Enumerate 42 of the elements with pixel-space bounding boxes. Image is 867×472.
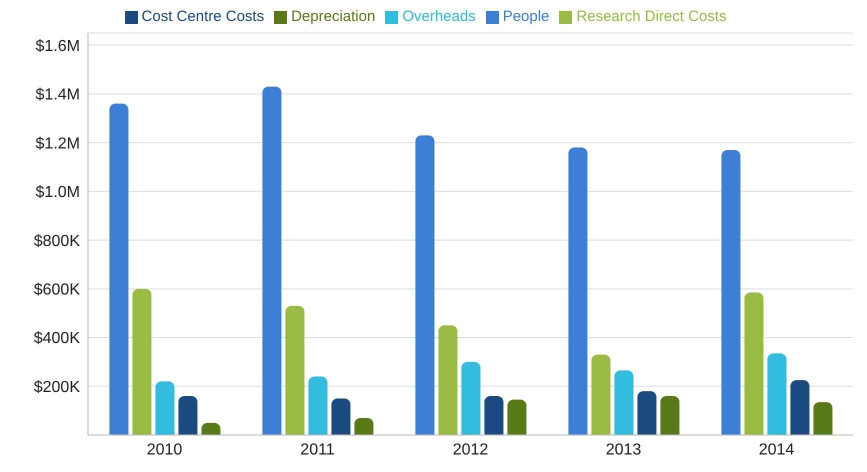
bar	[484, 396, 504, 435]
bar	[767, 353, 786, 435]
x-tick-label: 2010	[146, 441, 182, 458]
y-tick-label: $400K	[34, 330, 80, 348]
bar	[155, 381, 174, 435]
bar	[790, 380, 810, 435]
y-tick-label: $200K	[34, 378, 80, 396]
y-tick-label: $1.6M	[36, 38, 80, 55]
legend-label: Depreciation	[291, 8, 376, 25]
bar	[331, 398, 350, 435]
bar	[132, 288, 152, 435]
x-tick-label: 2014	[758, 441, 794, 458]
bar	[614, 370, 634, 435]
legend-label: People	[502, 8, 550, 25]
bar	[637, 391, 656, 435]
bar	[591, 354, 610, 435]
bar	[109, 104, 128, 435]
legend-label: Overheads	[402, 8, 476, 25]
y-tick-label: $800K	[34, 232, 80, 250]
legend-label: Research Direct Costs	[576, 8, 726, 25]
bar	[285, 306, 304, 435]
bar	[354, 418, 374, 435]
bar	[178, 396, 198, 435]
x-tick-label: 2011	[300, 441, 335, 458]
bar	[438, 325, 458, 435]
bar	[568, 148, 588, 435]
bar	[507, 400, 526, 435]
bar	[308, 376, 328, 435]
x-tick-label: 2013	[606, 441, 642, 458]
bar	[660, 396, 680, 435]
y-tick-label: $1.2M	[36, 135, 80, 152]
legend-label: Cost Centre Costs	[142, 8, 264, 25]
x-tick-label: 2012	[452, 441, 488, 458]
bar	[262, 86, 282, 435]
bar	[744, 292, 764, 435]
bar	[415, 135, 434, 435]
y-tick-label: $600K	[34, 282, 80, 298]
bar	[461, 362, 480, 435]
bar	[813, 402, 832, 435]
bar	[721, 150, 740, 435]
y-tick-label: $1.0M	[36, 184, 80, 202]
y-tick-label: $1.4M	[36, 86, 80, 104]
